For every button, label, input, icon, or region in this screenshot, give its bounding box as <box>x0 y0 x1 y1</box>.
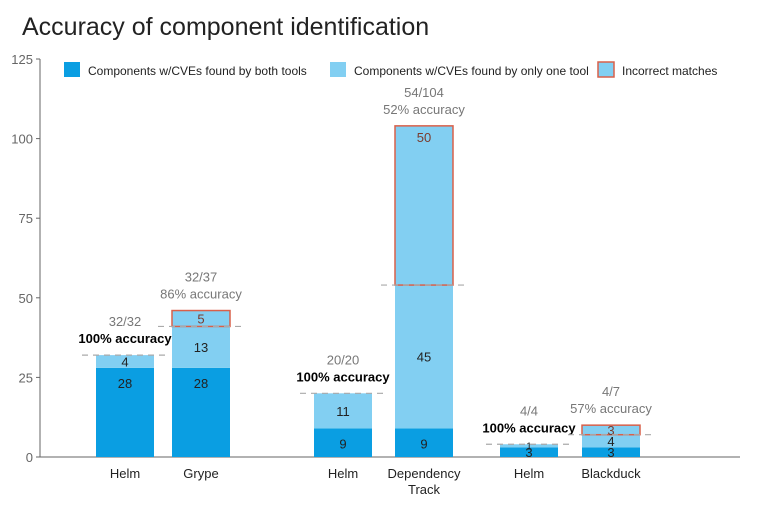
bar-segment-both <box>314 428 372 457</box>
bar-segment-both <box>395 428 453 457</box>
bar-value-label: 28 <box>194 376 208 391</box>
y-tick-label: 50 <box>19 291 33 306</box>
annotation-accuracy: 100% accuracy <box>482 420 576 435</box>
bar-segment-one <box>172 326 230 368</box>
x-category-label: Helm <box>110 466 140 481</box>
x-category-label: Helm <box>514 466 544 481</box>
x-category-label: Helm <box>328 466 358 481</box>
x-category-label-line: Helm <box>328 466 358 481</box>
y-tick-label: 100 <box>11 132 33 147</box>
bar-value-label: 5 <box>197 311 204 326</box>
bar-value-label: 9 <box>339 436 346 451</box>
bar-value-label: 3 <box>525 445 532 460</box>
x-category-label: Grype <box>183 466 218 481</box>
bar-segment-incorrect <box>581 424 641 436</box>
bar-value-label: 13 <box>194 340 208 355</box>
annotation-accuracy: 57% accuracy <box>570 401 652 416</box>
legend-swatch-both <box>64 62 80 77</box>
annotation-ratio: 32/32 <box>109 314 142 329</box>
legend-label-one: Components w/CVEs found by only one tool <box>354 64 589 78</box>
bar-value-label: 9 <box>420 436 427 451</box>
x-category-label-line: Helm <box>514 466 544 481</box>
bar-segment-both <box>500 447 558 457</box>
bar-segment-both <box>172 367 230 457</box>
bar-segment-one <box>96 355 154 368</box>
bar-value-label: 4 <box>121 354 128 369</box>
x-category-label: Dependency Track <box>388 466 461 497</box>
bar-segment-one <box>582 434 640 448</box>
annotation-ratio: 4/4 <box>520 403 538 418</box>
bar-value-label: 3 <box>607 445 614 460</box>
y-tick-label: 25 <box>19 370 33 385</box>
x-category-label-line: Track <box>408 482 441 497</box>
annotation-ratio: 20/20 <box>327 352 360 367</box>
legend-label-incorrect: Incorrect matches <box>622 64 717 78</box>
y-tick-label: 0 <box>26 450 33 465</box>
bar-segment-both <box>96 367 154 457</box>
legend: Components w/CVEs found by both tools Com… <box>64 61 717 78</box>
bar-value-label: 4 <box>607 434 614 449</box>
y-tick-label: 75 <box>19 211 33 226</box>
annotation-accuracy: 100% accuracy <box>296 369 390 384</box>
bar-value-label: 1 <box>526 442 532 453</box>
y-axis: 0 25 50 75 100 125 <box>11 52 740 465</box>
x-axis-labels: Helm Grype Helm Dependency Track Helm Blackduc… <box>110 466 641 497</box>
bar-segment-one <box>500 444 558 448</box>
bar-value-label: 11 <box>336 404 350 419</box>
annotation-accuracy: 100% accuracy <box>78 331 172 346</box>
bar-value-label: 50 <box>417 130 431 145</box>
x-category-label: Blackduck <box>581 466 641 481</box>
x-category-label-line: Blackduck <box>581 466 641 481</box>
bar-segment-incorrect <box>394 125 454 286</box>
x-category-label-line: Helm <box>110 466 140 481</box>
bar-segment-one <box>395 285 453 429</box>
chart-title: Accuracy of component identification <box>22 13 429 41</box>
legend-label-both: Components w/CVEs found by both tools <box>88 64 307 78</box>
bar-segment-both <box>582 447 640 457</box>
legend-swatch-one <box>330 62 346 77</box>
bar-value-label: 3 <box>607 423 614 438</box>
y-tick-label: 125 <box>11 52 33 67</box>
annotation-ratio: 54/104 <box>404 85 444 100</box>
x-category-label-line: Dependency <box>388 466 461 481</box>
legend-swatch-incorrect <box>597 61 615 78</box>
bar-value-label: 28 <box>118 376 132 391</box>
bar-segment-incorrect <box>171 309 231 328</box>
bar-segment-one <box>314 393 372 429</box>
annotation-ratio: 4/7 <box>602 384 620 399</box>
annotation-ratio: 32/37 <box>185 270 218 285</box>
x-category-label-line: Grype <box>183 466 218 481</box>
bar-value-label: 45 <box>417 350 431 365</box>
annotation-accuracy: 86% accuracy <box>160 287 242 302</box>
annotations: 32/32 100% accuracy 32/37 86% accuracy 20/20… <box>78 85 654 445</box>
annotation-accuracy: 52% accuracy <box>383 102 465 117</box>
